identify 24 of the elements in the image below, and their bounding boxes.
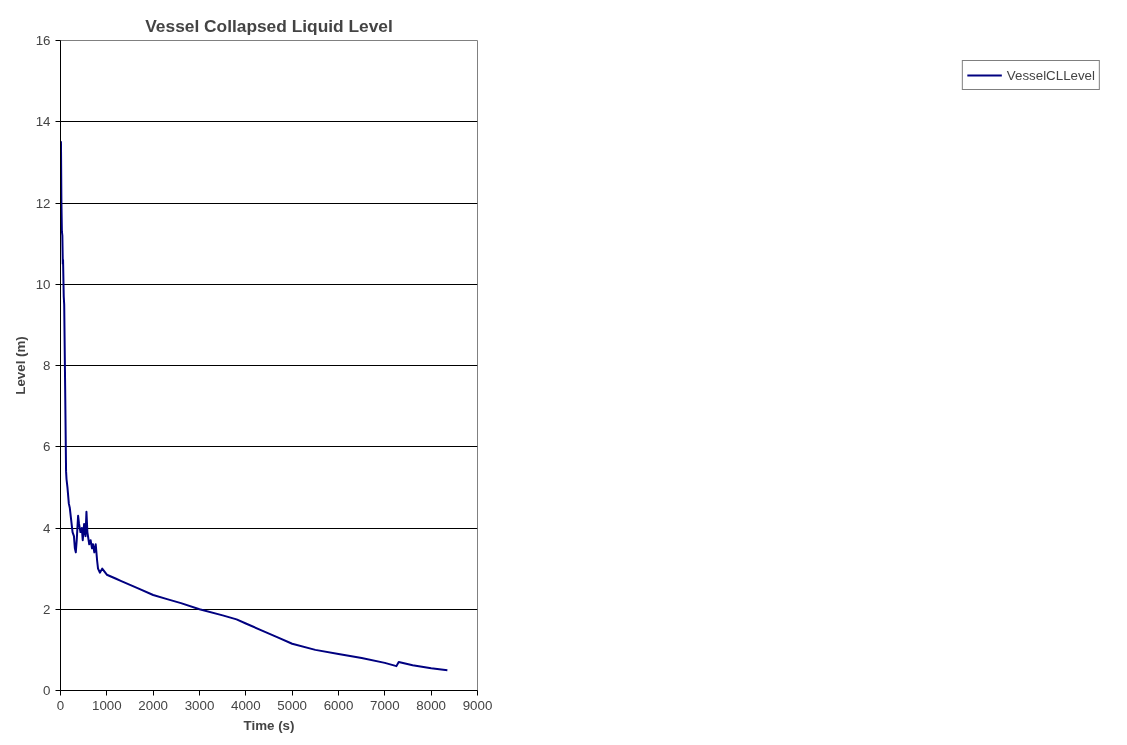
x-tick-label: 7000	[370, 697, 400, 713]
y-tick-label: 6	[43, 439, 51, 455]
y-tick-label: 4	[43, 520, 52, 536]
x-tick-label: 0	[56, 697, 65, 713]
y-tick-label: 14	[35, 114, 52, 130]
x-axis-title: Time (s)	[243, 717, 295, 733]
y-tick-label: 0	[43, 683, 51, 698]
x-tick-label: 6000	[323, 697, 354, 713]
x-tick-label: 8000	[416, 697, 446, 713]
y-tick-label: 12	[35, 195, 51, 211]
x-tick-label: 1000	[92, 697, 122, 713]
legend-label: VesselCLLevel	[1006, 67, 1095, 83]
y-axis-title: Level (m)	[12, 336, 28, 395]
line-series	[60, 141, 449, 672]
y-tick-label: 8	[43, 358, 51, 373]
x-tick-label: 9000	[462, 697, 493, 713]
x-tick-label: 3000	[184, 697, 215, 713]
chart-title: Vessel Collapsed Liquid Level	[145, 15, 393, 36]
y-tick-label: 10	[35, 276, 51, 292]
x-tick-label: 4000	[231, 697, 261, 713]
y-tick-label: 16	[35, 33, 51, 48]
x-tick-label: 5000	[277, 697, 307, 713]
y-tick-label: 2	[43, 601, 51, 617]
x-tick-label: 2000	[138, 697, 168, 713]
